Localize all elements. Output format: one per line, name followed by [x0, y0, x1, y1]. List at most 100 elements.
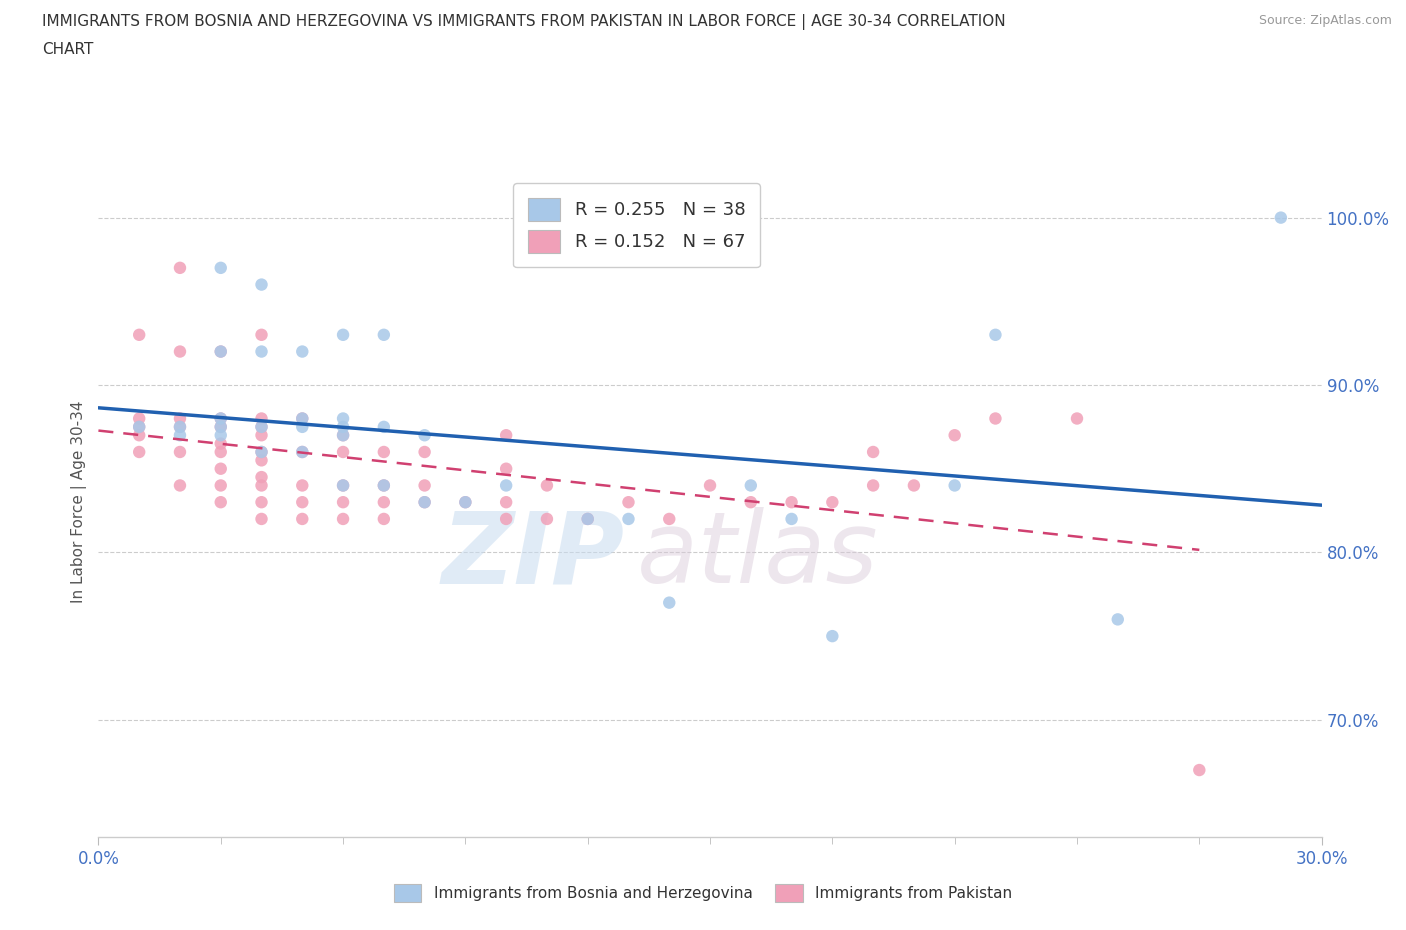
Point — [209, 436, 232, 451]
Point — [169, 428, 191, 443]
Point — [495, 428, 517, 443]
Point — [250, 445, 273, 459]
Point — [291, 411, 314, 426]
Point — [332, 411, 354, 426]
Point — [250, 277, 273, 292]
Point — [943, 478, 966, 493]
Point — [495, 512, 517, 526]
Point — [291, 445, 314, 459]
Point — [169, 478, 191, 493]
Point — [332, 419, 354, 434]
Point — [291, 445, 314, 459]
Point — [373, 327, 395, 342]
Point — [128, 445, 150, 459]
Point — [413, 445, 436, 459]
Point — [699, 478, 721, 493]
Point — [250, 327, 273, 342]
Point — [903, 478, 925, 493]
Point — [250, 419, 273, 434]
Point — [291, 478, 314, 493]
Legend: Immigrants from Bosnia and Herzegovina, Immigrants from Pakistan: Immigrants from Bosnia and Herzegovina, … — [388, 878, 1018, 909]
Point — [821, 629, 844, 644]
Point — [413, 478, 436, 493]
Point — [209, 419, 232, 434]
Point — [1107, 612, 1129, 627]
Point — [128, 419, 150, 434]
Point — [332, 428, 354, 443]
Point — [1270, 210, 1292, 225]
Point — [495, 461, 517, 476]
Point — [209, 411, 232, 426]
Point — [209, 411, 232, 426]
Point — [373, 478, 395, 493]
Point — [413, 428, 436, 443]
Text: IMMIGRANTS FROM BOSNIA AND HERZEGOVINA VS IMMIGRANTS FROM PAKISTAN IN LABOR FORC: IMMIGRANTS FROM BOSNIA AND HERZEGOVINA V… — [42, 14, 1005, 30]
Point — [332, 445, 354, 459]
Point — [658, 595, 681, 610]
Point — [658, 512, 681, 526]
Point — [250, 445, 273, 459]
Point — [413, 495, 436, 510]
Point — [495, 495, 517, 510]
Point — [209, 419, 232, 434]
Point — [250, 344, 273, 359]
Point — [332, 478, 354, 493]
Point — [454, 495, 477, 510]
Point — [413, 495, 436, 510]
Legend: R = 0.255   N = 38, R = 0.152   N = 67: R = 0.255 N = 38, R = 0.152 N = 67 — [513, 183, 759, 268]
Point — [128, 411, 150, 426]
Point — [332, 512, 354, 526]
Point — [617, 512, 640, 526]
Point — [250, 453, 273, 468]
Point — [780, 495, 803, 510]
Point — [169, 445, 191, 459]
Point — [862, 445, 884, 459]
Text: atlas: atlas — [637, 507, 879, 604]
Point — [984, 327, 1007, 342]
Point — [495, 478, 517, 493]
Point — [291, 411, 314, 426]
Point — [250, 478, 273, 493]
Point — [291, 344, 314, 359]
Y-axis label: In Labor Force | Age 30-34: In Labor Force | Age 30-34 — [72, 401, 87, 604]
Point — [250, 495, 273, 510]
Point — [1188, 763, 1211, 777]
Point — [332, 495, 354, 510]
Point — [740, 478, 762, 493]
Point — [169, 344, 191, 359]
Text: ZIP: ZIP — [441, 507, 624, 604]
Point — [128, 428, 150, 443]
Point — [332, 478, 354, 493]
Point — [373, 495, 395, 510]
Point — [1066, 411, 1088, 426]
Point — [291, 419, 314, 434]
Point — [209, 344, 232, 359]
Point — [169, 260, 191, 275]
Point — [373, 478, 395, 493]
Point — [209, 260, 232, 275]
Point — [169, 411, 191, 426]
Text: Source: ZipAtlas.com: Source: ZipAtlas.com — [1258, 14, 1392, 27]
Point — [250, 512, 273, 526]
Point — [128, 327, 150, 342]
Text: CHART: CHART — [42, 42, 94, 57]
Point — [209, 495, 232, 510]
Point — [250, 470, 273, 485]
Point — [454, 495, 477, 510]
Point — [291, 512, 314, 526]
Point — [373, 419, 395, 434]
Point — [250, 428, 273, 443]
Point — [169, 419, 191, 434]
Point — [984, 411, 1007, 426]
Point — [536, 512, 558, 526]
Point — [332, 327, 354, 342]
Point — [209, 428, 232, 443]
Point — [332, 428, 354, 443]
Point — [250, 419, 273, 434]
Point — [576, 512, 599, 526]
Point — [128, 419, 150, 434]
Point — [617, 495, 640, 510]
Point — [821, 495, 844, 510]
Point — [740, 495, 762, 510]
Point — [373, 445, 395, 459]
